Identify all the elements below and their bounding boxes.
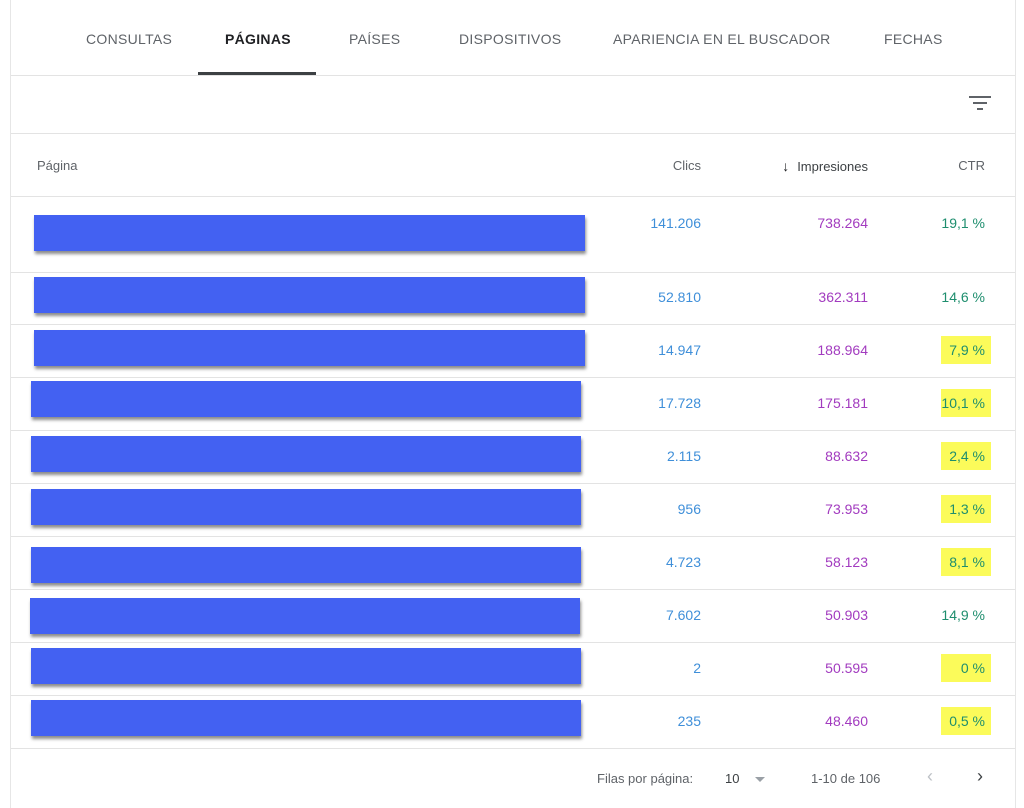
ctr-value: 2,4 %: [949, 448, 985, 464]
table-toolbar: [11, 76, 1015, 134]
redacted-page-url[interactable]: [31, 700, 581, 736]
tab-dispositivos[interactable]: DISPOSITIVOS: [459, 31, 562, 47]
rows-per-page-select[interactable]: 10: [725, 771, 740, 786]
pagination: Filas por página: 10 1-10 de 106 ‹ ›: [11, 758, 1015, 803]
table-row[interactable]: 52.810 362.311 14,6 %: [11, 273, 1015, 325]
impressions-value: 50.903: [825, 607, 868, 623]
tab-consultas[interactable]: CONSULTAS: [86, 31, 173, 47]
arrow-down-icon: ↓: [782, 158, 790, 174]
redacted-page-url[interactable]: [30, 598, 580, 634]
redacted-page-url[interactable]: [34, 215, 585, 251]
column-header-ctr[interactable]: CTR: [958, 158, 985, 173]
ctr-highlight: [941, 336, 991, 364]
clicks-value: 2.115: [667, 448, 701, 464]
clicks-value: 17.728: [658, 395, 701, 411]
ctr-value: 1,3 %: [949, 501, 985, 517]
redacted-page-url[interactable]: [31, 436, 581, 472]
column-header-page[interactable]: Página: [37, 158, 78, 173]
clicks-value: 14.947: [658, 342, 701, 358]
tab-fechas[interactable]: FECHAS: [884, 31, 943, 47]
ctr-highlight: [941, 707, 991, 735]
impressions-value: 88.632: [825, 448, 868, 464]
impressions-value: 48.460: [825, 713, 868, 729]
clicks-value: 4.723: [665, 554, 701, 570]
table-row[interactable]: 7.602 50.903 14,9 %: [11, 590, 1015, 643]
ctr-value: 14,9 %: [941, 607, 985, 623]
ctr-value: 0,5 %: [949, 713, 985, 729]
caret-down-icon[interactable]: [755, 777, 765, 782]
table-header: Página Clics ↓ Impresiones CTR: [11, 134, 1015, 197]
chevron-left-icon[interactable]: ‹: [927, 766, 933, 786]
pagination-range: 1-10 de 106: [811, 771, 881, 786]
report-tabs: CONSULTAS PÁGINAS PAÍSES DISPOSITIVOS AP…: [11, 0, 1015, 76]
redacted-page-url[interactable]: [34, 277, 585, 313]
table-row[interactable]: 4.723 58.123 8,1 %: [11, 537, 1015, 590]
ctr-value: 7,9 %: [949, 342, 985, 358]
impressions-value: 362.311: [818, 289, 868, 305]
ctr-value: 10,1 %: [941, 395, 985, 411]
chevron-right-icon[interactable]: ›: [977, 766, 983, 786]
tab-paginas[interactable]: PÁGINAS: [225, 31, 291, 47]
rows-per-page-label: Filas por página:: [597, 771, 694, 786]
clicks-value: 141.206: [650, 215, 701, 231]
impressions-value: 188.964: [817, 342, 868, 358]
column-header-clicks[interactable]: Clics: [672, 158, 701, 173]
ctr-highlight: [941, 442, 991, 470]
ctr-value: 8,1 %: [949, 554, 985, 570]
ctr-highlight: [941, 495, 991, 523]
clicks-value: 235: [677, 713, 701, 729]
column-header-impressions[interactable]: ↓ Impresiones: [782, 158, 868, 174]
table-row[interactable]: 141.206 738.264 19,1 %: [11, 197, 1015, 273]
redacted-page-url[interactable]: [31, 381, 581, 417]
ctr-value: 19,1 %: [941, 215, 985, 231]
table-row[interactable]: 2.115 88.632 2,4 %: [11, 431, 1015, 484]
filter-list-icon[interactable]: [969, 94, 991, 112]
active-tab-indicator: [198, 72, 316, 75]
clicks-value: 7.602: [665, 607, 701, 623]
ctr-value: 0 %: [960, 660, 985, 676]
redacted-page-url[interactable]: [31, 489, 581, 525]
redacted-page-url[interactable]: [34, 330, 585, 366]
clicks-value: 956: [677, 501, 701, 517]
table-row[interactable]: 14.947 188.964 7,9 %: [11, 325, 1015, 378]
tab-apariencia-en-el-buscador[interactable]: APARIENCIA EN EL BUSCADOR: [613, 31, 831, 47]
table-row[interactable]: 235 48.460 0,5 %: [11, 696, 1015, 749]
impressions-value: 73.953: [825, 501, 868, 517]
ctr-highlight: [941, 654, 991, 682]
clicks-value: 2: [693, 660, 701, 676]
column-header-impressions-label: Impresiones: [797, 159, 868, 174]
table-row[interactable]: 956 73.953 1,3 %: [11, 484, 1015, 537]
impressions-value: 58.123: [825, 554, 868, 570]
redacted-page-url[interactable]: [31, 547, 581, 583]
ctr-highlight: [941, 548, 991, 576]
impressions-value: 175.181: [817, 395, 868, 411]
redacted-page-url[interactable]: [31, 648, 581, 684]
tab-paises[interactable]: PAÍSES: [349, 31, 401, 47]
impressions-value: 738.264: [817, 215, 868, 231]
table-row[interactable]: 17.728 175.181 10,1 %: [11, 378, 1015, 431]
clicks-value: 52.810: [658, 289, 701, 305]
table-row[interactable]: 2 50.595 0 %: [11, 643, 1015, 696]
ctr-value: 14,6 %: [941, 289, 985, 305]
performance-table-card: CONSULTAS PÁGINAS PAÍSES DISPOSITIVOS AP…: [10, 0, 1016, 808]
ctr-highlight: [941, 389, 991, 417]
impressions-value: 50.595: [825, 660, 868, 676]
